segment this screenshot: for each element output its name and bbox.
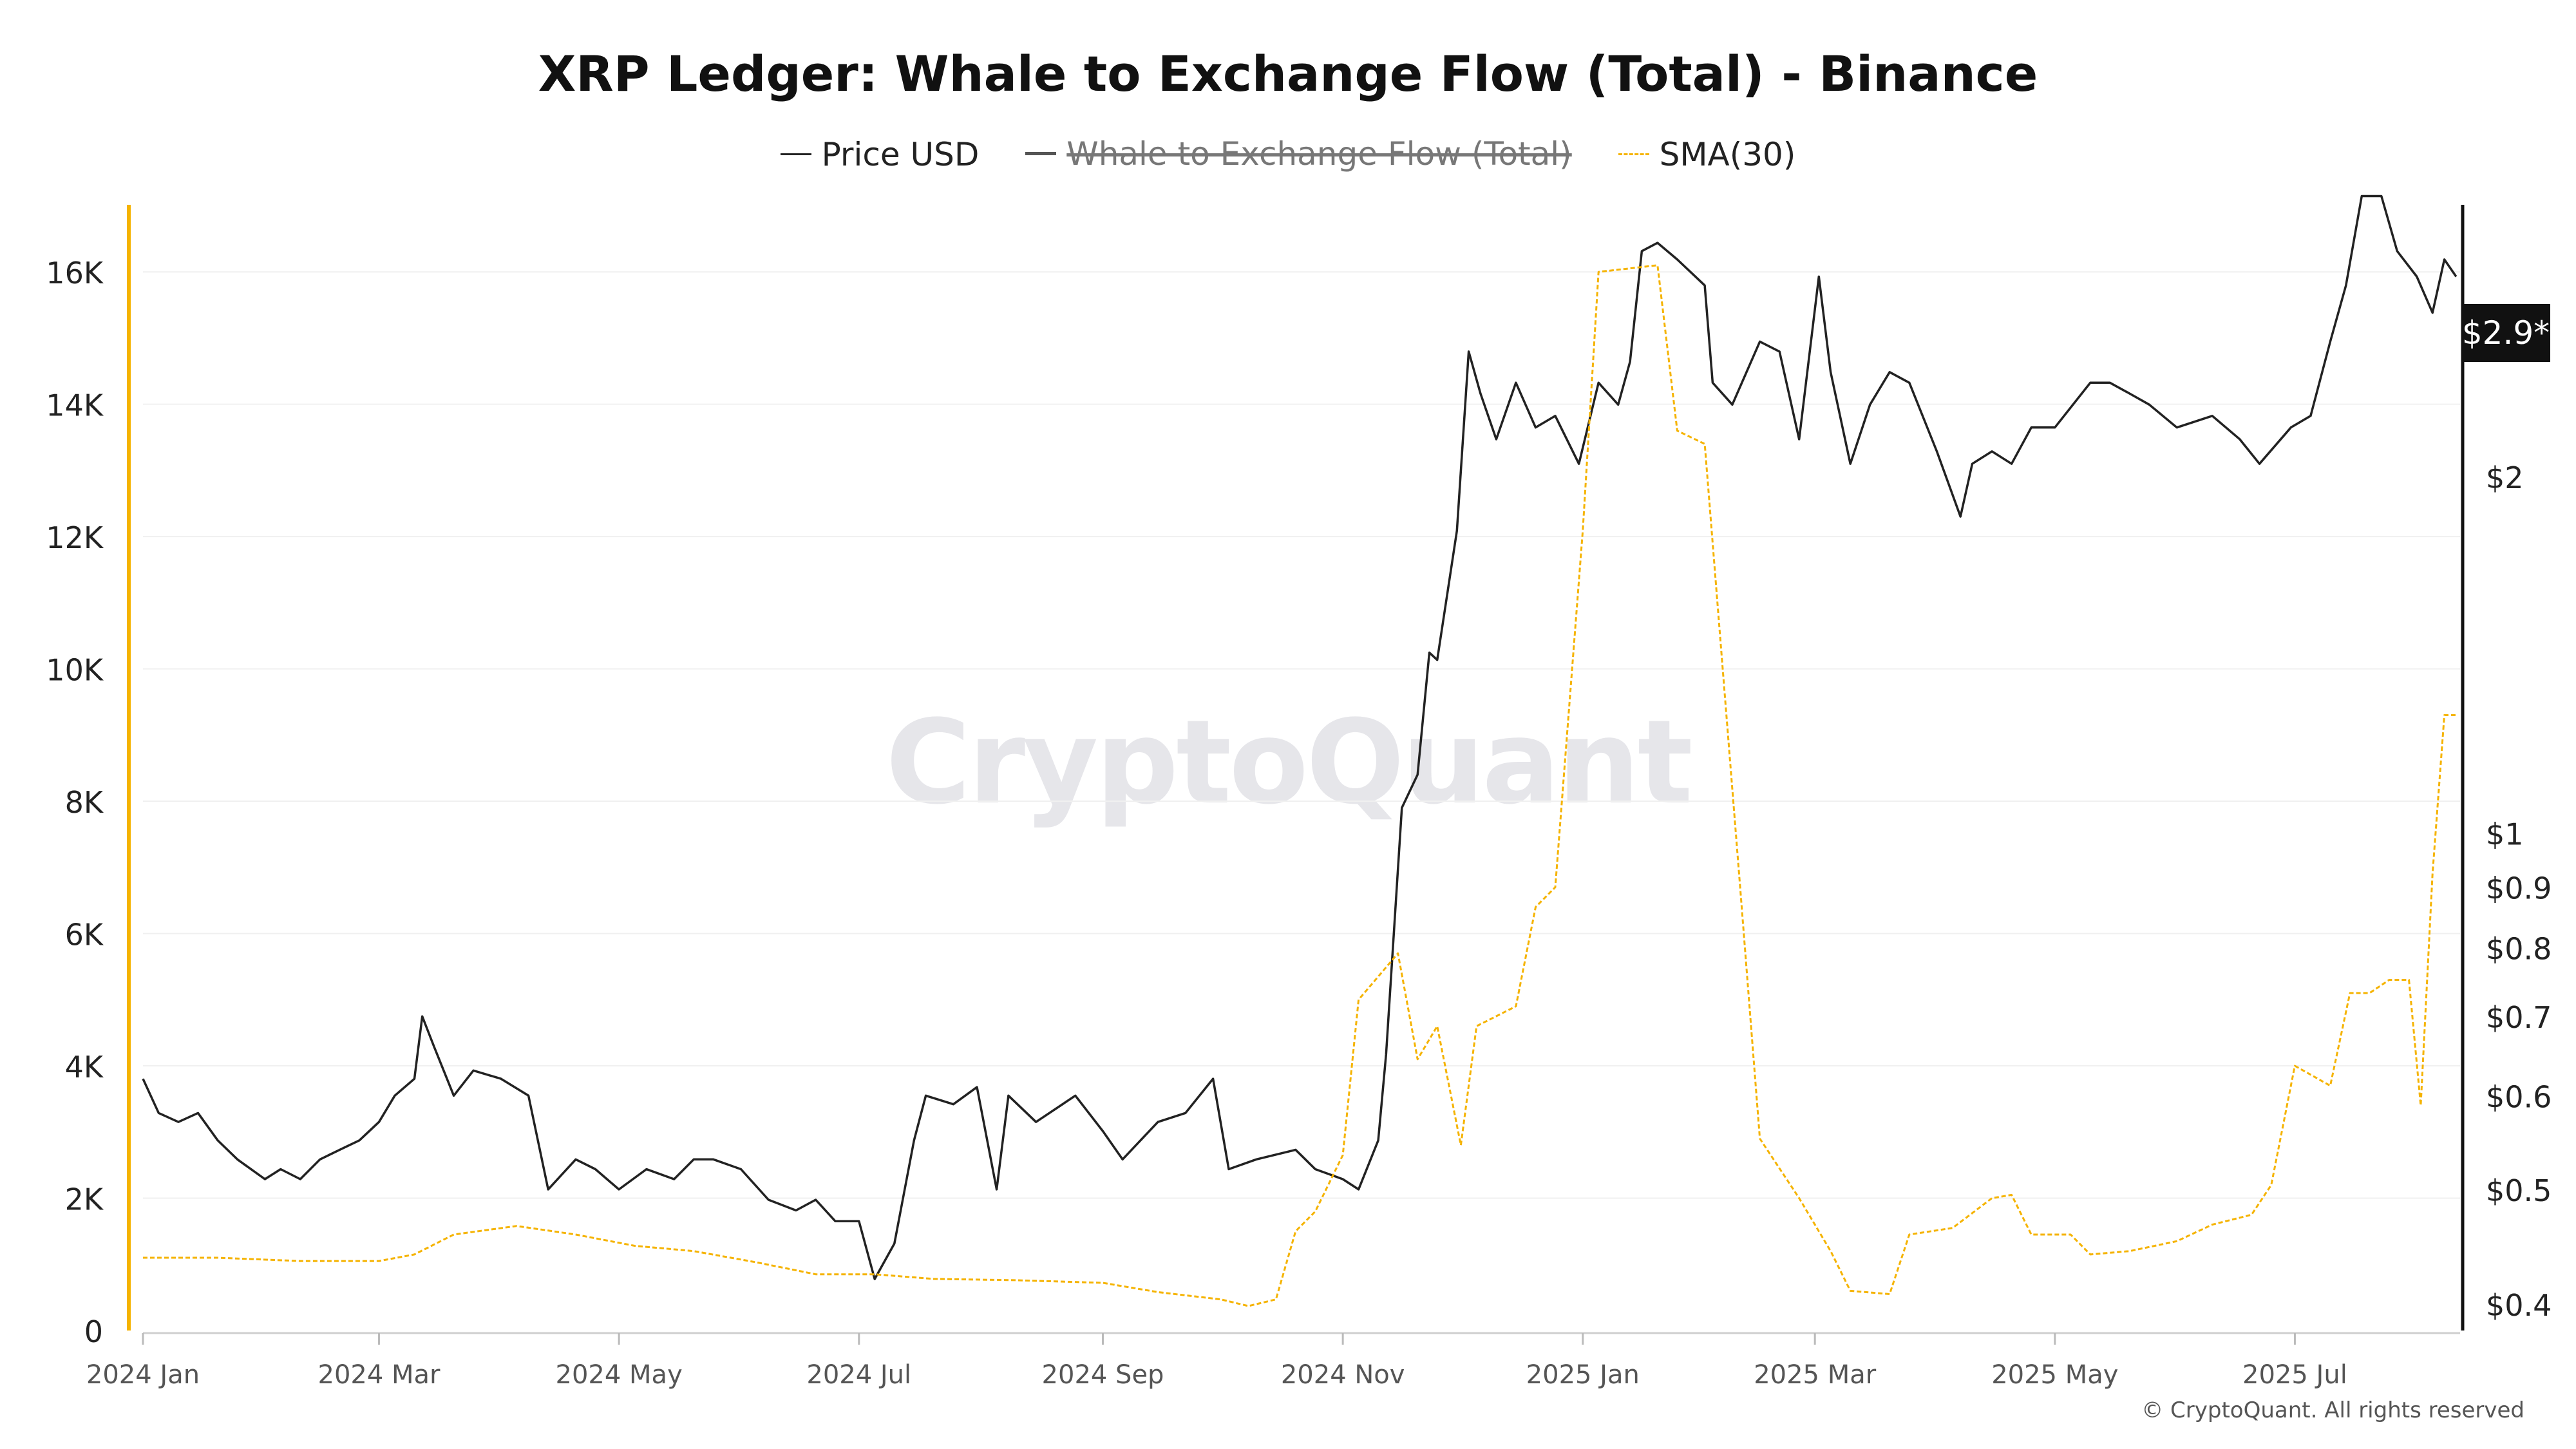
left-tick-label: 14K [46, 388, 104, 423]
right-tick-label: $0.7 [2486, 1000, 2552, 1035]
left-tick-label: 16K [46, 256, 104, 290]
right-tick-label: $1 [2486, 817, 2524, 851]
x-tick-label: 2025 May [1991, 1360, 2118, 1390]
x-tick-label: 2024 Jul [806, 1360, 911, 1390]
chart-legend: Price USD Whale to Exchange Flow (Total)… [0, 126, 2576, 173]
x-axis: 2024 Jan 2024 Mar 2024 May 2024 Jul 2024 Sep… [86, 1332, 2460, 1390]
left-tick-label: 2K [65, 1182, 104, 1217]
left-tick-label: 10K [46, 653, 104, 688]
series-line-price-usd [142, 194, 2458, 1280]
legend-swatch-price [780, 153, 811, 155]
x-tick-label: 2024 Nov [1281, 1360, 1405, 1390]
left-axis: 0 2K 4K 6K 8K 10K 12K 14K 16K [46, 205, 131, 1349]
x-tick-label: 2025 Mar [1754, 1360, 1877, 1390]
series-layer [142, 194, 2458, 1307]
right-tick-label: $0.5 [2486, 1173, 2552, 1208]
legend-item-price[interactable]: Price USD [780, 135, 980, 173]
x-tick-label: 2024 Jan [86, 1360, 200, 1390]
series-line-sma30 [143, 264, 2456, 1307]
right-tick-label: $0.9 [2486, 871, 2552, 905]
x-tick-label: 2024 Sep [1042, 1360, 1164, 1390]
right-tick-label: $0.6 [2486, 1079, 2552, 1114]
current-price-tag: $2.9* [2461, 304, 2550, 362]
left-tick-label: 6K [65, 918, 104, 952]
left-tick-label: 8K [65, 785, 104, 820]
grid-layer [143, 271, 2460, 1199]
legend-swatch-whale-flow [1025, 152, 1057, 155]
left-tick-label: 4K [65, 1050, 104, 1084]
x-tick-label: 2024 Mar [318, 1360, 441, 1390]
left-tick-label: 0 [84, 1314, 103, 1349]
x-tick-label: 2025 Jul [2242, 1360, 2347, 1390]
copyright-text: © CryptoQuant. All rights reserved [2141, 1397, 2524, 1423]
right-tick-label: $2 [2486, 460, 2524, 495]
right-axis: $0.4 $0.5 $0.6 $0.7 $0.8 $0.9 $1 $2 [2461, 205, 2552, 1331]
legend-item-sma[interactable]: SMA(30) [1618, 135, 1796, 173]
right-tick-label: $0.8 [2486, 932, 2552, 967]
legend-label-sma: SMA(30) [1659, 135, 1796, 173]
legend-label-whale-flow: Whale to Exchange Flow (Total) [1066, 135, 1572, 173]
x-tick-label: 2025 Jan [1526, 1360, 1640, 1390]
legend-item-whale-flow[interactable]: Whale to Exchange Flow (Total) [1025, 135, 1572, 173]
legend-label-price: Price USD [821, 135, 980, 173]
watermark: CryptoQuant [886, 696, 1693, 830]
x-tick-label: 2024 May [556, 1360, 683, 1390]
left-tick-label: 12K [46, 520, 104, 555]
chart-title: XRP Ledger: Whale to Exchange Flow (Tota… [538, 45, 2038, 102]
right-tick-label: $0.4 [2486, 1288, 2552, 1323]
legend-swatch-sma [1618, 153, 1649, 155]
